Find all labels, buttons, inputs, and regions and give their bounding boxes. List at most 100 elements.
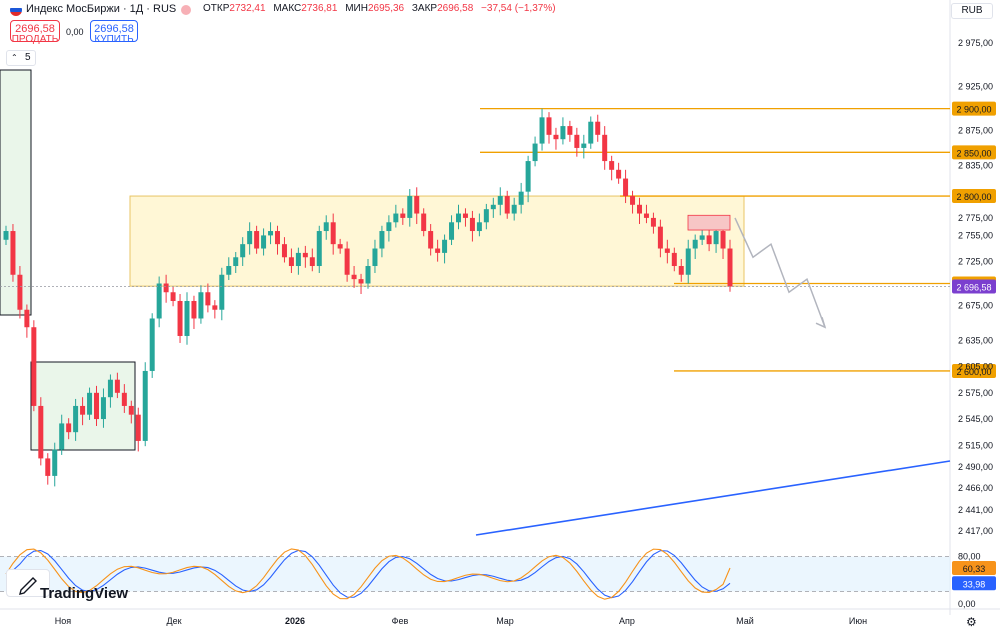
buy-price: 2696,58 [94,23,134,35]
candle-body [31,327,37,406]
candle-body [170,292,176,301]
candles [3,108,733,487]
candle-body [94,392,99,420]
chart-header: Индекс МосБиржи · 1Д · RUS ОТКР2732,41 М… [0,0,950,22]
x-tick-label: Дек [166,616,181,626]
oscillator-d-label: 33,98 [963,579,986,589]
candle-body [121,392,127,406]
candle-body [177,300,183,336]
x-tick-label: Мар [496,616,514,626]
price-level-label: 2 800,00 [956,192,991,202]
candle-body [156,283,162,319]
candle-body [504,196,510,214]
candle-body [100,397,106,420]
oscillator-k-label: 60,33 [963,564,986,574]
candle-body [114,379,120,393]
candle-body [226,266,232,275]
symbol-title[interactable]: Индекс МосБиржи · 1Д · RUS [26,3,177,15]
candle-body [497,196,503,205]
sell-button[interactable]: 2696,58 ПРОДАТЬ [10,20,60,45]
russia-flag-icon [10,4,22,16]
candle-body [462,213,468,218]
candle-body [107,379,113,398]
chevron-up-icon: ⌃ [11,53,18,62]
candle-body [268,231,274,236]
interval-toggle[interactable]: ⌃ 5 [6,50,36,66]
candle-body [344,248,350,275]
candle-body [323,222,329,232]
candle-body [393,213,399,223]
buy-label: КУПИТЬ [94,34,134,45]
candle-body [142,370,148,441]
candle-body [184,300,190,336]
candle-body [45,458,51,476]
candle-body [581,143,587,148]
y-tick-label: 2 755,00 [958,230,993,240]
candle-body [525,161,531,192]
candle-body [372,248,378,267]
candle-body [449,222,455,240]
candle-body [240,244,246,258]
candle-body [595,121,601,135]
candle-body [713,231,719,245]
y-tick-label: 2 635,00 [958,335,993,345]
candle-body [637,204,642,214]
spread-value: 0,00 [66,27,84,37]
oscillator-tick-80: 80,00 [958,552,981,562]
candle-body [52,449,58,476]
y-tick-label: 2 675,00 [958,300,993,310]
candle-body [546,117,552,135]
candle-body [288,257,294,267]
candle-body [456,213,461,223]
high-label: МАКС [273,3,302,14]
candle-body [678,266,684,275]
candle-body [219,274,225,310]
candle-body [212,305,218,310]
interval-value: 5 [25,52,31,63]
currency-selector[interactable]: RUB [951,3,993,19]
price-level-tag [952,189,996,204]
candle-body [386,222,392,232]
y-tick-label: 2 490,00 [958,462,993,472]
y-tick-label: 2 925,00 [958,82,993,92]
candle-body [198,292,204,319]
candle-body [149,318,155,371]
candle-body [233,257,239,267]
history-box-upper [0,69,32,316]
candle-body [275,231,280,245]
candle-body [191,300,197,319]
drawing-tool-button[interactable] [6,569,50,597]
candle-body [588,121,594,144]
candle-body [261,235,267,249]
y-tick-label: 2 975,00 [958,38,993,48]
oscillator-d-tag [952,576,996,591]
candle-body [87,392,93,415]
candle-body [66,423,72,433]
last-price-label: 2 696,58 [956,282,991,292]
candle-body [699,235,705,240]
candle-body [295,252,301,267]
resistance-marker [687,214,731,231]
low-label: МИН [345,3,368,14]
candle-body [254,231,260,249]
candle-body [650,217,656,227]
candle-body [727,248,733,287]
oscillator-tick-0: 0,00 [958,599,976,609]
candle-body [24,309,30,328]
candle-body [414,196,420,214]
candle-body [38,405,44,459]
candle-body [435,248,441,253]
price-level-tag [952,363,996,378]
candle-body [400,213,406,218]
close-label: ЗАКР [411,3,438,14]
candle-body [483,209,489,223]
candle-body [59,423,65,450]
x-tick-label: Фев [392,616,409,626]
x-tick-label: Июн [849,616,867,626]
open-value: 2732,41 [229,3,266,14]
buy-button[interactable]: 2696,58 КУПИТЬ [90,20,138,45]
close-value: 2696,58 [437,3,474,14]
price-level-tag [952,145,996,160]
